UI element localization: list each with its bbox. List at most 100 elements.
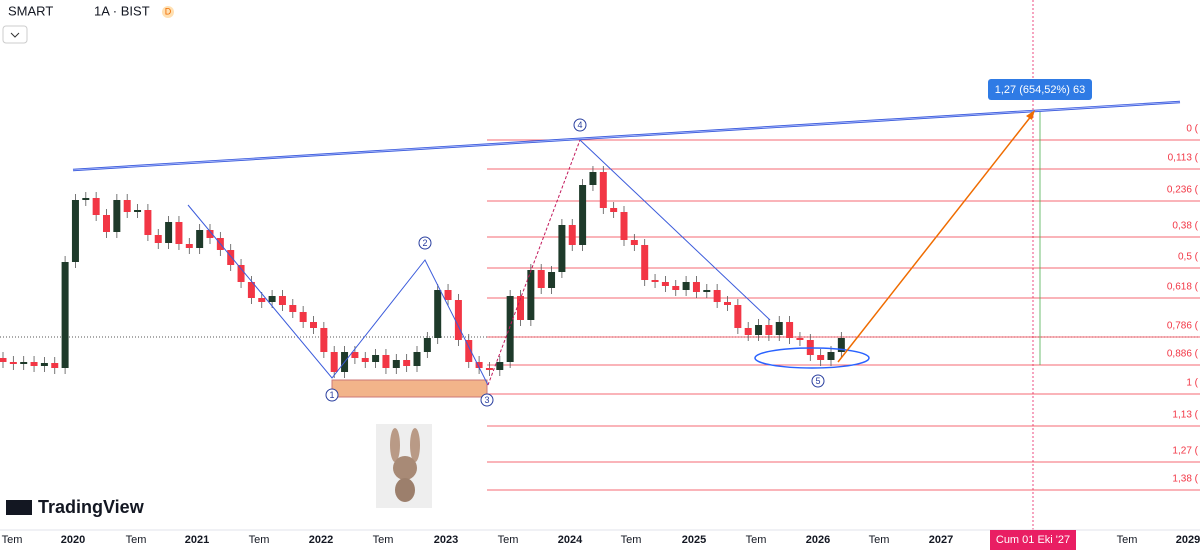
time-label: 2027 [929, 534, 953, 546]
mascot-body [395, 478, 415, 502]
candle-body [734, 305, 742, 328]
time-label: Tem [126, 534, 147, 546]
candle-body [175, 222, 183, 244]
mascot [376, 424, 432, 508]
fib-label: 0 ( [1186, 124, 1198, 135]
time-label: Tem [249, 534, 270, 546]
candle-body [599, 172, 607, 208]
fib-label: 0,5 ( [1178, 252, 1199, 263]
mascot-ear [390, 428, 400, 462]
wave-label: 1 [329, 390, 334, 400]
candle-body [372, 355, 380, 362]
wave-circle [480, 393, 494, 407]
collapse-button[interactable] [2, 25, 28, 44]
candle-body [154, 235, 162, 243]
candle-body [20, 362, 28, 364]
wave-line [579, 139, 771, 321]
candle-body [299, 312, 307, 322]
candle-body [392, 360, 400, 368]
candle-body [682, 282, 690, 290]
candle-body [40, 363, 48, 366]
candle-body [237, 265, 245, 282]
candle-body [475, 362, 483, 368]
candle-body [185, 244, 193, 248]
candle-body [103, 215, 110, 232]
candle-body [423, 338, 431, 352]
wave-label: 5 [815, 376, 820, 386]
candle-body [465, 340, 473, 362]
time-axis: Tem 2020 Tem 2021 Tem 2022 Tem 2023 Tem 2024 Tem 20… [2, 530, 1200, 550]
fib-label: 0,113 ( [1168, 153, 1199, 164]
candle-body [30, 362, 38, 366]
target-box [988, 79, 1092, 100]
time-label: 2026 [806, 534, 830, 546]
candle-body [796, 338, 804, 340]
candle-body [196, 230, 204, 248]
candle-body [361, 358, 369, 362]
crosshair-box [990, 530, 1076, 550]
candle-body [71, 200, 79, 262]
symbol[interactable]: SMART [8, 3, 53, 18]
time-label: Tem [498, 534, 519, 546]
candle-body [123, 200, 131, 212]
candle-body [134, 210, 142, 212]
candle-body [444, 290, 452, 300]
time-label: Tem [2, 534, 23, 546]
candle-body [630, 240, 638, 245]
wave-circle [325, 388, 339, 402]
time-label: 2025 [682, 534, 706, 546]
candle-body [496, 362, 504, 370]
candle-body [258, 298, 266, 302]
interval[interactable]: 1A · BIST [94, 3, 150, 18]
wave-circle [418, 236, 432, 250]
candle-body [537, 270, 545, 288]
candle-body [506, 296, 514, 362]
candle-body [247, 282, 255, 298]
time-label: 2022 [309, 534, 333, 546]
fib-label: 0,38 ( [1172, 221, 1198, 232]
badge-bg [162, 6, 174, 18]
candle-body [651, 280, 659, 282]
candle-body [310, 322, 317, 328]
time-label: Tem [621, 534, 642, 546]
wave-markers: 1 2 3 4 5 [325, 118, 825, 407]
candle-body [610, 208, 618, 212]
wave-label: 4 [577, 120, 582, 130]
fib-label: 0,786 ( [1167, 321, 1199, 332]
fib-label: 0,236 ( [1167, 185, 1199, 196]
time-label: Tem [746, 534, 767, 546]
arrow-head [1026, 110, 1035, 120]
time-label: Tem [373, 534, 394, 546]
candle-body [92, 198, 100, 215]
chevron [10, 32, 20, 38]
fib-label: 1 ( [1186, 378, 1198, 389]
candle-body [692, 282, 700, 292]
time-label: 2020 [61, 534, 85, 546]
candle-body [661, 282, 669, 286]
candle-body [289, 305, 297, 312]
candle-body [579, 185, 587, 245]
candle-body [268, 296, 276, 302]
candle-body [382, 355, 390, 368]
candle-body [775, 322, 783, 335]
mascot-head [393, 456, 417, 480]
wave-label: 2 [422, 238, 427, 248]
time-label: Tem [1117, 534, 1138, 546]
wave-circle [573, 118, 587, 132]
candle-body [827, 352, 835, 360]
candle-body [330, 352, 338, 372]
fib-label: 1,13 ( [1172, 410, 1198, 421]
badge: D [165, 6, 172, 16]
candle-body [755, 325, 763, 335]
candle-body [589, 172, 597, 185]
candle-body [82, 198, 90, 200]
projection-arrow [837, 114, 1033, 363]
mascot-ear [410, 428, 420, 462]
candle-body [744, 328, 752, 335]
wave-line [187, 204, 489, 386]
candle-body [765, 325, 773, 335]
fib-label: 0,886 ( [1167, 349, 1199, 360]
logo: TradingView [38, 497, 145, 517]
crosshair-label: Cum 01 Eki '27 [996, 534, 1070, 546]
